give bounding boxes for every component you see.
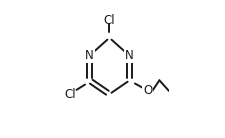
Text: O: O <box>142 84 152 97</box>
Text: N: N <box>85 49 93 62</box>
Text: Cl: Cl <box>103 14 115 27</box>
Text: N: N <box>125 49 133 62</box>
Text: Cl: Cl <box>64 88 76 101</box>
